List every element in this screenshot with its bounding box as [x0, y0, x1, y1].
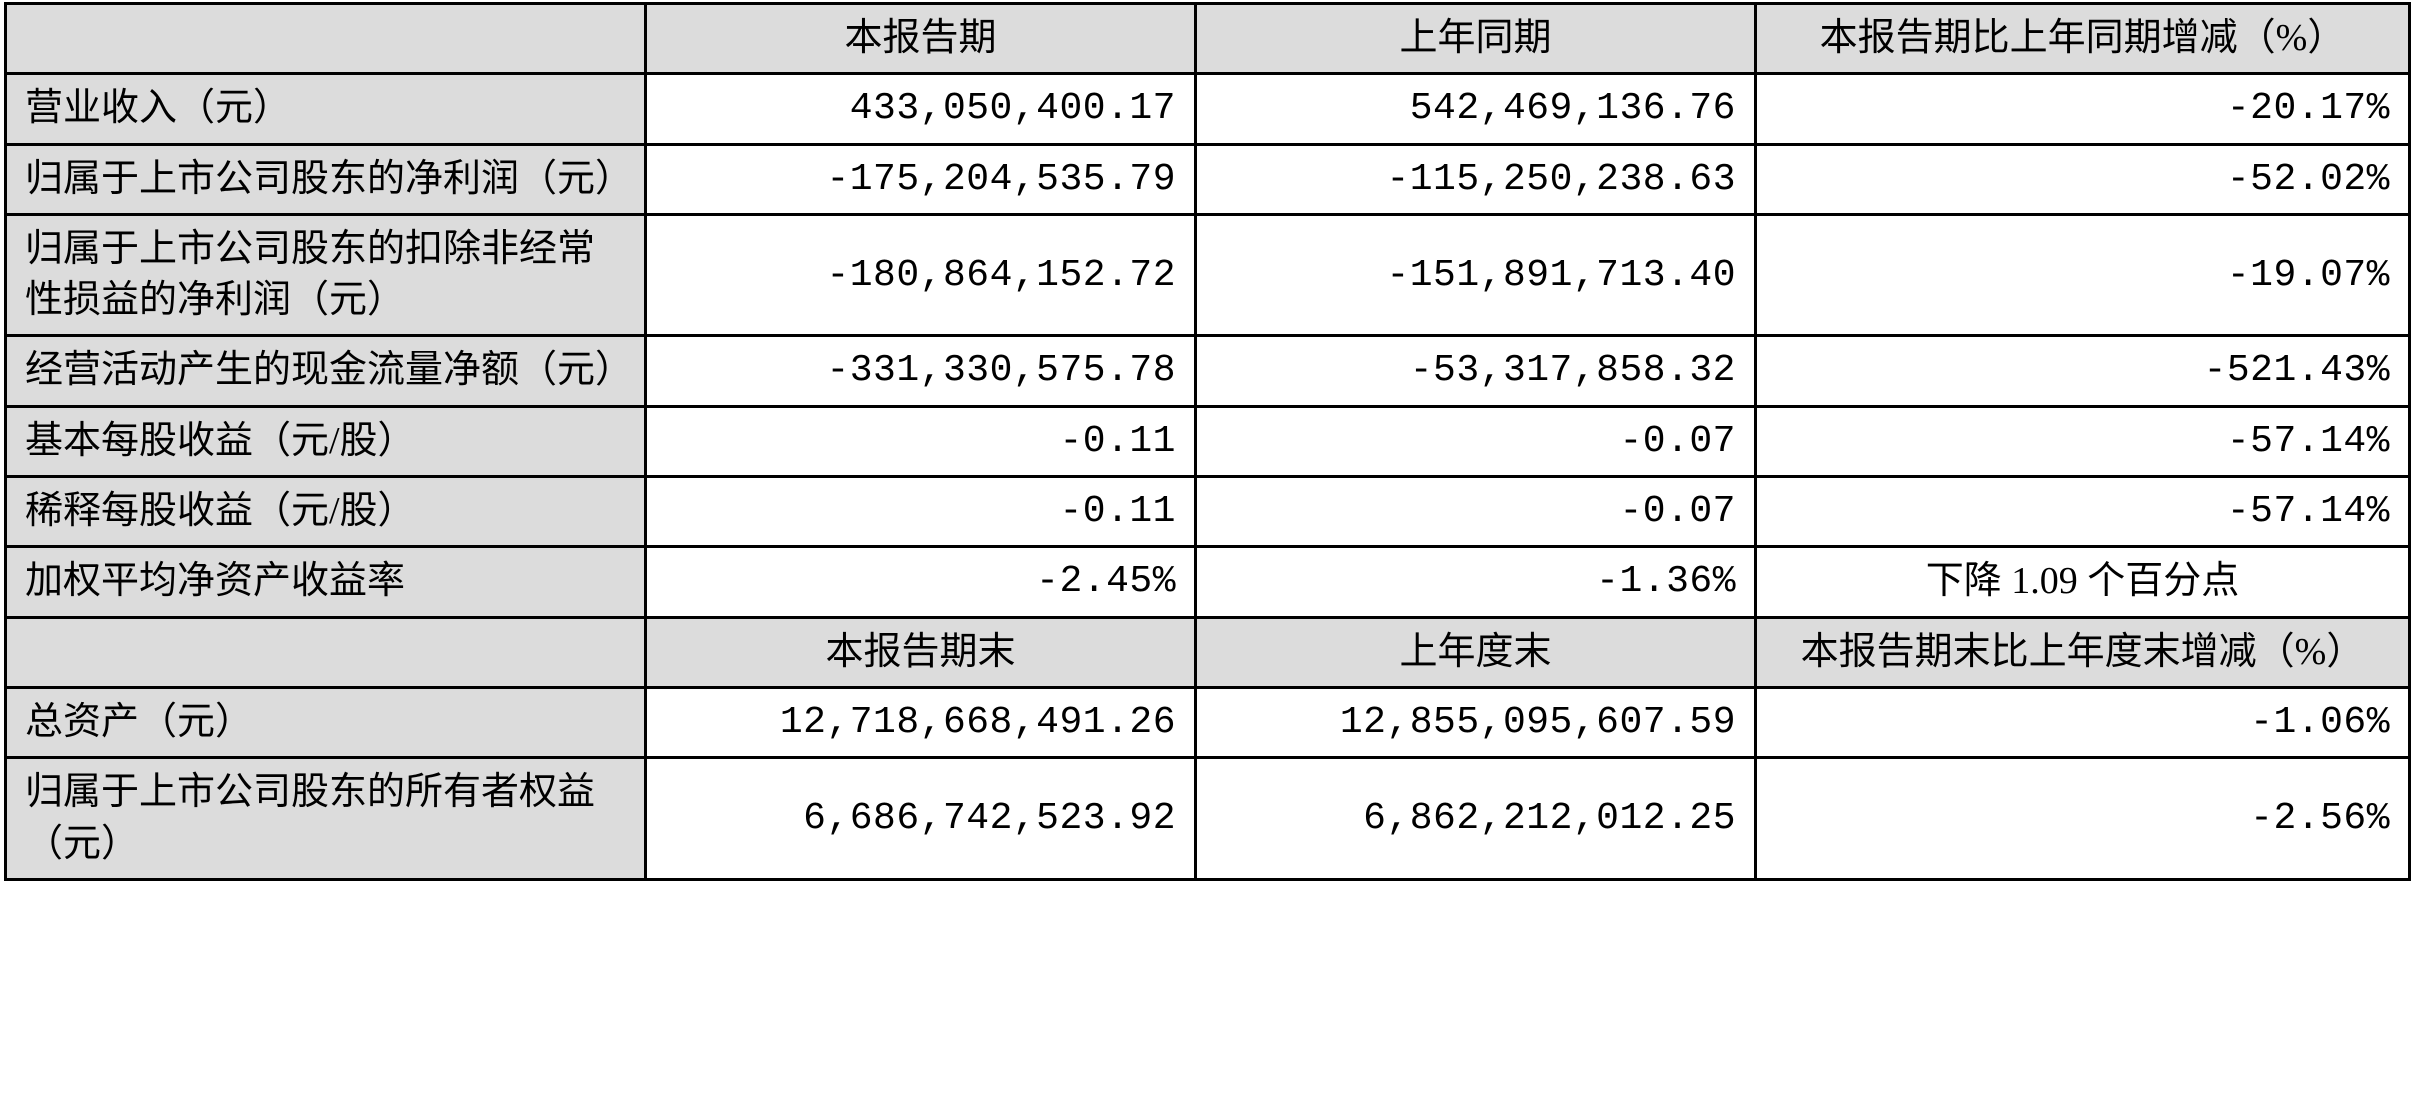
row-value-prior: -151,891,713.40 — [1196, 214, 1756, 336]
header-blank-2 — [6, 617, 646, 687]
table-row: 稀释每股收益（元/股） -0.11 -0.07 -57.14% — [6, 477, 2410, 547]
row-value-prior: 12,855,095,607.59 — [1196, 687, 1756, 757]
table-row: 加权平均净资产收益率 -2.45% -1.36% 下降 1.09 个百分点 — [6, 547, 2410, 617]
row-value-current: -331,330,575.78 — [646, 336, 1196, 406]
row-value-current: 12,718,668,491.26 — [646, 687, 1196, 757]
table-body: 本报告期 上年同期 本报告期比上年同期增减（%） 营业收入（元） 433,050… — [6, 4, 2410, 880]
header-change-pct: 本报告期比上年同期增减（%） — [1756, 4, 2410, 74]
row-value-current: -0.11 — [646, 406, 1196, 476]
row-value-current: -0.11 — [646, 477, 1196, 547]
table-row: 归属于上市公司股东的所有者权益（元） 6,686,742,523.92 6,86… — [6, 758, 2410, 880]
header-period-end: 本报告期末 — [646, 617, 1196, 687]
row-label: 归属于上市公司股东的扣除非经常性损益的净利润（元） — [6, 214, 646, 336]
row-label: 基本每股收益（元/股） — [6, 406, 646, 476]
row-value-current: -2.45% — [646, 547, 1196, 617]
row-label: 归属于上市公司股东的所有者权益（元） — [6, 758, 646, 880]
row-label: 总资产（元） — [6, 687, 646, 757]
header-row-2: 本报告期末 上年度末 本报告期末比上年度末增减（%） — [6, 617, 2410, 687]
header-row-1: 本报告期 上年同期 本报告期比上年同期增减（%） — [6, 4, 2410, 74]
row-value-prior: -0.07 — [1196, 477, 1756, 547]
row-value-prior: -1.36% — [1196, 547, 1756, 617]
row-value-prior: 6,862,212,012.25 — [1196, 758, 1756, 880]
header-change-pct-2: 本报告期末比上年度末增减（%） — [1756, 617, 2410, 687]
header-year-end: 上年度末 — [1196, 617, 1756, 687]
row-value-change: -52.02% — [1756, 144, 2410, 214]
row-label: 稀释每股收益（元/股） — [6, 477, 646, 547]
row-value-current: 433,050,400.17 — [646, 74, 1196, 144]
row-value-prior: 542,469,136.76 — [1196, 74, 1756, 144]
row-value-current: -180,864,152.72 — [646, 214, 1196, 336]
table-row: 经营活动产生的现金流量净额（元） -331,330,575.78 -53,317… — [6, 336, 2410, 406]
table-row: 总资产（元） 12,718,668,491.26 12,855,095,607.… — [6, 687, 2410, 757]
header-blank-1 — [6, 4, 646, 74]
table-row: 归属于上市公司股东的净利润（元） -175,204,535.79 -115,25… — [6, 144, 2410, 214]
row-value-change: -57.14% — [1756, 477, 2410, 547]
row-value-current: -175,204,535.79 — [646, 144, 1196, 214]
table-row: 归属于上市公司股东的扣除非经常性损益的净利润（元） -180,864,152.7… — [6, 214, 2410, 336]
row-value-change: -20.17% — [1756, 74, 2410, 144]
row-value-change: -2.56% — [1756, 758, 2410, 880]
row-value-change: -1.06% — [1756, 687, 2410, 757]
row-label: 归属于上市公司股东的净利润（元） — [6, 144, 646, 214]
row-value-prior: -115,250,238.63 — [1196, 144, 1756, 214]
financial-table: 本报告期 上年同期 本报告期比上年同期增减（%） 营业收入（元） 433,050… — [4, 2, 2411, 881]
row-label: 经营活动产生的现金流量净额（元） — [6, 336, 646, 406]
table-row: 基本每股收益（元/股） -0.11 -0.07 -57.14% — [6, 406, 2410, 476]
row-value-prior: -0.07 — [1196, 406, 1756, 476]
header-prior-period: 上年同期 — [1196, 4, 1756, 74]
row-value-change: -57.14% — [1756, 406, 2410, 476]
row-value-current: 6,686,742,523.92 — [646, 758, 1196, 880]
row-label: 营业收入（元） — [6, 74, 646, 144]
row-value-change: -19.07% — [1756, 214, 2410, 336]
row-value-change: 下降 1.09 个百分点 — [1756, 547, 2410, 617]
row-value-change: -521.43% — [1756, 336, 2410, 406]
header-current-period: 本报告期 — [646, 4, 1196, 74]
row-value-prior: -53,317,858.32 — [1196, 336, 1756, 406]
row-label: 加权平均净资产收益率 — [6, 547, 646, 617]
table-row: 营业收入（元） 433,050,400.17 542,469,136.76 -2… — [6, 74, 2410, 144]
